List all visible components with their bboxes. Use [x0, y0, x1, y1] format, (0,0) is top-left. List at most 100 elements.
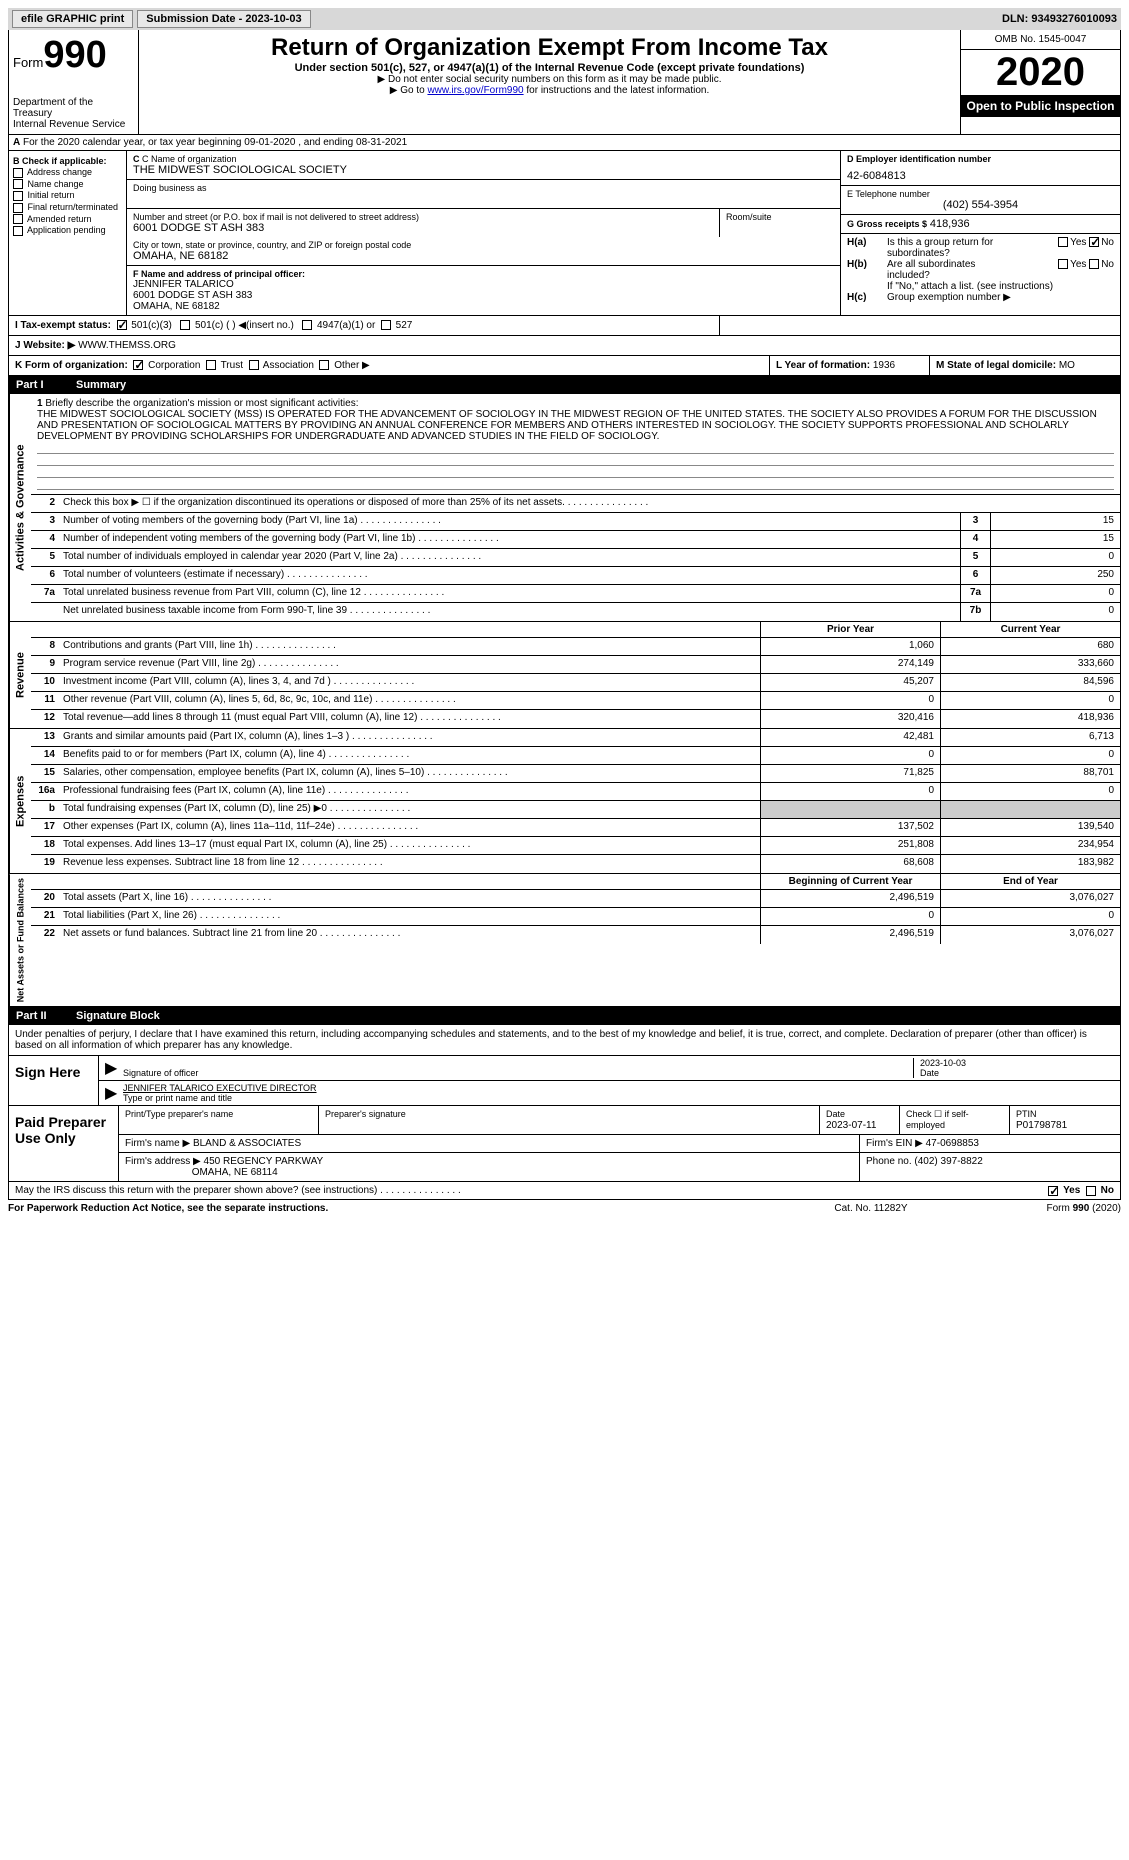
- cb-assoc[interactable]: [249, 360, 259, 370]
- form-subtitle: Under section 501(c), 527, or 4947(a)(1)…: [147, 62, 952, 74]
- checkbox-amended-return[interactable]: [13, 214, 23, 224]
- checkbox-name-change[interactable]: [13, 179, 23, 189]
- discuss-row: May the IRS discuss this return with the…: [8, 1182, 1121, 1200]
- open-inspection: Open to Public Inspection: [961, 95, 1120, 117]
- cb-501c[interactable]: [180, 320, 190, 330]
- officer-label: F Name and address of principal officer:: [133, 269, 305, 279]
- checkbox-address-change[interactable]: [13, 168, 23, 178]
- part2-title: Signature Block: [76, 1010, 160, 1022]
- checkbox-app-pending[interactable]: [13, 226, 23, 236]
- cb-trust[interactable]: [206, 360, 216, 370]
- lbl-yes: Yes: [1070, 237, 1086, 248]
- sig-date-label: Date: [920, 1068, 939, 1078]
- lbl-no3: No: [1101, 1185, 1114, 1196]
- street-label: Number and street (or P.O. box if mail i…: [133, 212, 713, 222]
- hb-yes[interactable]: [1058, 259, 1068, 269]
- data-row: 8Contributions and grants (Part VIII, li…: [31, 638, 1120, 656]
- omb-number: OMB No. 1545-0047: [961, 30, 1120, 50]
- signature-block: Under penalties of perjury, I declare th…: [8, 1025, 1121, 1106]
- firm-name: BLAND & ASSOCIATES: [193, 1138, 301, 1149]
- row-k: K Form of organization: Corporation Trus…: [8, 356, 1121, 376]
- column-c: C C Name of organization THE MIDWEST SOC…: [127, 151, 840, 315]
- city-label: City or town, state or province, country…: [133, 240, 834, 250]
- lbl-initial-return: Initial return: [28, 190, 75, 200]
- page-footer: For Paperwork Reduction Act Notice, see …: [8, 1200, 1121, 1217]
- form-label: Form: [1047, 1203, 1073, 1214]
- mission-num: 1: [37, 398, 43, 409]
- part1-header: Part I Summary: [8, 376, 1121, 394]
- cb-527[interactable]: [381, 320, 391, 330]
- part1-num: Part I: [16, 379, 76, 391]
- year-formation: 1936: [873, 360, 895, 371]
- form-title: Return of Organization Exempt From Incom…: [147, 34, 952, 62]
- cb-other[interactable]: [319, 360, 329, 370]
- form-number: Form990: [13, 34, 134, 77]
- self-employed-label: Check ☐ if self-employed: [906, 1109, 969, 1130]
- arrow-icon: ▶: [105, 1083, 123, 1103]
- row-j: J Website: ▶ WWW.THEMSS.ORG: [8, 336, 1121, 356]
- lbl-address-change: Address change: [27, 167, 92, 177]
- governance-row: 4Number of independent voting members of…: [31, 531, 1120, 549]
- col-b-title: B Check if applicable:: [13, 156, 107, 166]
- perjury-declaration: Under penalties of perjury, I declare th…: [9, 1025, 1120, 1056]
- cb-501c3[interactable]: [117, 320, 127, 330]
- lbl-501c: 501(c) ( ) ◀(insert no.): [195, 320, 294, 331]
- tax-exempt-label: I Tax-exempt status:: [15, 320, 111, 331]
- data-row: 22Net assets or fund balances. Subtract …: [31, 926, 1120, 944]
- sign-here-label: Sign Here: [9, 1056, 99, 1105]
- prep-name-label: Print/Type preparer's name: [125, 1109, 233, 1119]
- form-990-footer: 990: [1073, 1203, 1090, 1214]
- goto-post: for instructions and the latest informat…: [524, 85, 710, 96]
- data-row: 14Benefits paid to or for members (Part …: [31, 747, 1120, 765]
- tax-year-text: For the 2020 calendar year, or tax year …: [23, 137, 407, 148]
- firm-addr1: 450 REGENCY PARKWAY: [204, 1156, 324, 1167]
- checkbox-initial-return[interactable]: [13, 191, 23, 201]
- room-label: Room/suite: [726, 212, 834, 222]
- lbl-app-pending: Application pending: [27, 225, 106, 235]
- goto-pre: ▶ Go to: [390, 85, 428, 96]
- dln-label: DLN:: [1002, 13, 1028, 25]
- firm-ein-label: Firm's EIN ▶: [866, 1138, 923, 1149]
- hb-text: Are all subordinates included?: [887, 259, 1004, 281]
- irs-label: Internal Revenue Service: [13, 119, 134, 130]
- street-value: 6001 DODGE ST ASH 383: [133, 222, 713, 234]
- lbl-assoc: Association: [263, 360, 314, 371]
- data-row: 15Salaries, other compensation, employee…: [31, 765, 1120, 783]
- column-b: B Check if applicable: Address change Na…: [9, 151, 127, 315]
- efile-button[interactable]: efile GRAPHIC print: [12, 10, 133, 28]
- mission-row: 1 Briefly describe the organization's mi…: [31, 394, 1120, 495]
- ha-no[interactable]: [1089, 237, 1099, 247]
- discuss-yes[interactable]: [1048, 1186, 1058, 1196]
- data-row: 19Revenue less expenses. Subtract line 1…: [31, 855, 1120, 873]
- firm-phone-label: Phone no.: [866, 1156, 912, 1167]
- col-end-year: End of Year: [940, 874, 1120, 889]
- lbl-final-return: Final return/terminated: [28, 202, 119, 212]
- data-row: 9Program service revenue (Part VIII, lin…: [31, 656, 1120, 674]
- part1-title: Summary: [76, 379, 126, 391]
- ptin-label: PTIN: [1016, 1109, 1037, 1119]
- discuss-no[interactable]: [1086, 1186, 1096, 1196]
- data-row: 10Investment income (Part VIII, column (…: [31, 674, 1120, 692]
- paperwork-notice: For Paperwork Reduction Act Notice, see …: [8, 1203, 771, 1214]
- prep-date: 2023-07-11: [826, 1120, 876, 1131]
- printed-name-label: Type or print name and title: [123, 1093, 232, 1103]
- lbl-amended-return: Amended return: [27, 214, 92, 224]
- cb-corp[interactable]: [133, 360, 143, 370]
- data-row: 16aProfessional fundraising fees (Part I…: [31, 783, 1120, 801]
- form-org-label: K Form of organization:: [15, 360, 128, 371]
- ha-yes[interactable]: [1058, 237, 1068, 247]
- dept-treasury: Department of the Treasury: [13, 97, 134, 119]
- irs-link[interactable]: www.irs.gov/Form990: [427, 85, 523, 96]
- entity-block: B Check if applicable: Address change Na…: [8, 151, 1121, 316]
- gross-label: G Gross receipts $: [847, 219, 927, 229]
- checkbox-final-return[interactable]: [13, 203, 23, 213]
- col-begin-year: Beginning of Current Year: [760, 874, 940, 889]
- top-toolbar: efile GRAPHIC print Submission Date - 20…: [8, 8, 1121, 30]
- cb-4947[interactable]: [302, 320, 312, 330]
- vert-expenses: Expenses: [9, 729, 31, 873]
- firm-name-label: Firm's name ▶: [125, 1138, 190, 1149]
- ein-label: D Employer identification number: [847, 154, 991, 164]
- data-row: 11Other revenue (Part VIII, column (A), …: [31, 692, 1120, 710]
- governance-row: Net unrelated business taxable income fr…: [31, 603, 1120, 621]
- hb-no[interactable]: [1089, 259, 1099, 269]
